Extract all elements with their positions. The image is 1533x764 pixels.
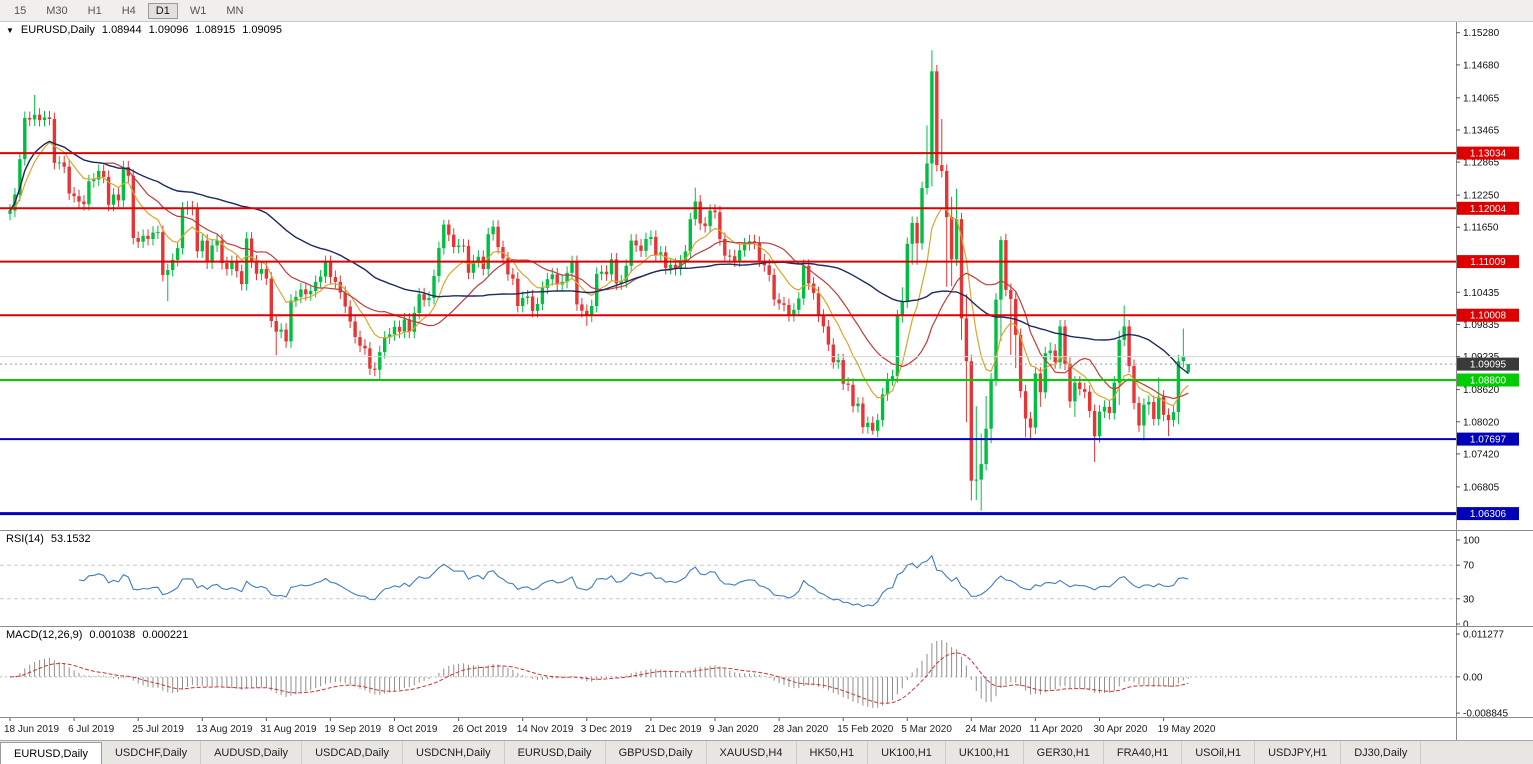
- svg-text:1.10435: 1.10435: [1463, 288, 1500, 299]
- chart-tab-usdchf-daily[interactable]: USDCHF,Daily: [102, 741, 202, 764]
- svg-text:1.15280: 1.15280: [1463, 28, 1500, 39]
- chart-tab-audusd-daily[interactable]: AUDUSD,Daily: [201, 741, 303, 764]
- svg-text:-0.008845: -0.008845: [1463, 709, 1508, 717]
- svg-text:1.09095: 1.09095: [1470, 360, 1507, 371]
- macd-indicator-panel: 0.011277 0.00 -0.008845 MACD(12,26,9) 0.00…: [0, 626, 1533, 717]
- chart-tab-usdjpy-h1[interactable]: USDJPY,H1: [1255, 741, 1342, 764]
- svg-text:1.13034: 1.13034: [1470, 149, 1507, 160]
- svg-text:1.10008: 1.10008: [1470, 311, 1507, 322]
- svg-text:1.12865: 1.12865: [1463, 158, 1500, 169]
- svg-text:13 Aug 2019: 13 Aug 2019: [196, 724, 253, 735]
- svg-text:0.00: 0.00: [1463, 672, 1483, 683]
- svg-text:1.08620: 1.08620: [1463, 385, 1500, 396]
- svg-text:6 Jul 2019: 6 Jul 2019: [68, 724, 115, 735]
- chart-tab-fra40-h1[interactable]: FRA40,H1: [1104, 741, 1183, 764]
- chart-tab-usdcad-daily[interactable]: USDCAD,Daily: [302, 741, 404, 764]
- svg-text:14 Nov 2019: 14 Nov 2019: [517, 724, 574, 735]
- svg-text:30 Apr 2020: 30 Apr 2020: [1094, 724, 1148, 735]
- svg-text:5 Mar 2020: 5 Mar 2020: [901, 724, 952, 735]
- svg-text:24 Mar 2020: 24 Mar 2020: [965, 724, 1022, 735]
- svg-text:0: 0: [1463, 620, 1469, 627]
- svg-text:1.08020: 1.08020: [1463, 417, 1500, 428]
- svg-text:1.14065: 1.14065: [1463, 93, 1500, 104]
- svg-text:30: 30: [1463, 594, 1475, 605]
- svg-text:1.08800: 1.08800: [1470, 376, 1507, 387]
- macd-main-value: 0.001038: [89, 629, 136, 641]
- svg-text:1.12250: 1.12250: [1463, 191, 1500, 202]
- rsi-indicator-panel: 100 70 30 0 RSI(14) 53.1532: [0, 530, 1533, 626]
- svg-text:1.11009: 1.11009: [1470, 257, 1506, 268]
- chart-title: ▼ EURUSD,Daily 1.08944 1.09096 1.08915 1…: [6, 24, 282, 38]
- chart-tab-uk100-h1-2[interactable]: UK100,H1: [946, 741, 1024, 764]
- svg-text:1.14680: 1.14680: [1463, 60, 1500, 71]
- svg-text:9 Jan 2020: 9 Jan 2020: [709, 724, 759, 735]
- chart-tab-usdcnh-daily[interactable]: USDCNH,Daily: [403, 741, 505, 764]
- chart-dropdown-icon[interactable]: ▼: [6, 26, 14, 35]
- chart-tab-xauusd-h4[interactable]: XAUUSD,H4: [707, 741, 797, 764]
- svg-text:11 Apr 2020: 11 Apr 2020: [1029, 724, 1083, 735]
- svg-text:1.07697: 1.07697: [1470, 435, 1507, 446]
- timeframe-button-15[interactable]: 15: [14, 4, 27, 17]
- svg-text:3 Dec 2019: 3 Dec 2019: [581, 724, 633, 735]
- chart-tab-eurusd-daily[interactable]: EURUSD,Daily: [0, 742, 102, 764]
- svg-text:28 Jan 2020: 28 Jan 2020: [773, 724, 828, 735]
- chart-tab-hk50-h1[interactable]: HK50,H1: [797, 741, 869, 764]
- macd-signal-value: 0.000221: [142, 629, 189, 641]
- svg-text:31 Aug 2019: 31 Aug 2019: [260, 724, 317, 735]
- chart-tab-eurusd-daily-2[interactable]: EURUSD,Daily: [505, 741, 606, 764]
- rsi-label: RSI(14): [6, 533, 44, 545]
- macd-chart-canvas[interactable]: 0.011277 0.00 -0.008845: [0, 627, 1533, 717]
- timeframe-button-d1[interactable]: D1: [147, 2, 178, 19]
- chart-close-value: 1.09095: [242, 24, 282, 36]
- svg-text:70: 70: [1463, 561, 1475, 572]
- svg-text:1.12004: 1.12004: [1470, 204, 1507, 215]
- chart-high-value: 1.09096: [148, 24, 189, 36]
- main-chart-panel: 1.15280 1.14680 1.14065 1.13465 1.12865 1.122…: [0, 22, 1533, 530]
- rsi-chart-canvas[interactable]: 100 70 30 0: [0, 531, 1533, 626]
- time-axis-panel: 18 Jun 2019 6 Jul 2019 25 Jul 2019 13 Aug 2…: [0, 717, 1533, 740]
- timeframe-toolbar: 15 M30 H1 H4 D1 W1 MN: [0, 0, 1533, 22]
- svg-text:1.07420: 1.07420: [1463, 449, 1500, 460]
- rsi-title: RSI(14) 53.1532: [6, 533, 91, 545]
- svg-text:0.011277: 0.011277: [1463, 630, 1504, 641]
- timeframe-button-h1[interactable]: H1: [87, 4, 102, 17]
- macd-label: MACD(12,26,9): [6, 629, 83, 641]
- svg-text:8 Oct 2019: 8 Oct 2019: [389, 724, 438, 735]
- chart-open-value: 1.08944: [101, 24, 142, 36]
- svg-text:1.06306: 1.06306: [1470, 509, 1507, 520]
- svg-text:26 Oct 2019: 26 Oct 2019: [453, 724, 508, 735]
- svg-text:19 May 2020: 19 May 2020: [1158, 724, 1216, 735]
- chart-tab-gbpusd-daily[interactable]: GBPUSD,Daily: [606, 741, 707, 764]
- chart-tab-usoil-h1[interactable]: USOil,H1: [1182, 741, 1256, 764]
- rsi-value: 53.1532: [50, 533, 91, 545]
- chart-symbol-label: EURUSD,Daily: [20, 24, 95, 36]
- svg-text:100: 100: [1463, 536, 1480, 547]
- chart-tabs-bar: EURUSD,Daily USDCHF,Daily AUDUSD,Daily U…: [0, 740, 1533, 764]
- timeframe-button-w1[interactable]: W1: [189, 4, 207, 17]
- svg-text:15 Feb 2020: 15 Feb 2020: [837, 724, 894, 735]
- svg-text:1.06805: 1.06805: [1463, 482, 1500, 493]
- svg-text:18 Jun 2019: 18 Jun 2019: [4, 724, 59, 735]
- svg-text:25 Jul 2019: 25 Jul 2019: [132, 724, 184, 735]
- svg-text:19 Sep 2019: 19 Sep 2019: [324, 724, 381, 735]
- timeframe-button-mn[interactable]: MN: [226, 4, 244, 17]
- chart-tab-ger30-h1[interactable]: GER30,H1: [1024, 741, 1104, 764]
- chart-tab-uk100-h1[interactable]: UK100,H1: [868, 741, 946, 764]
- timeframe-button-h4[interactable]: H4: [121, 4, 136, 17]
- chart-low-value: 1.08915: [195, 24, 236, 36]
- chart-tab-dj30-daily[interactable]: DJ30,Daily: [1341, 741, 1422, 764]
- price-chart-canvas[interactable]: 1.15280 1.14680 1.14065 1.13465 1.12865 1.122…: [0, 22, 1533, 530]
- timeframe-button-m30[interactable]: M30: [46, 4, 68, 17]
- svg-text:1.13465: 1.13465: [1463, 126, 1500, 137]
- svg-text:21 Dec 2019: 21 Dec 2019: [645, 724, 702, 735]
- macd-title: MACD(12,26,9) 0.001038 0.000221: [6, 629, 188, 641]
- svg-text:1.09835: 1.09835: [1463, 320, 1500, 331]
- time-axis-canvas[interactable]: 18 Jun 2019 6 Jul 2019 25 Jul 2019 13 Aug 2…: [0, 718, 1533, 740]
- svg-text:1.11650: 1.11650: [1463, 223, 1499, 234]
